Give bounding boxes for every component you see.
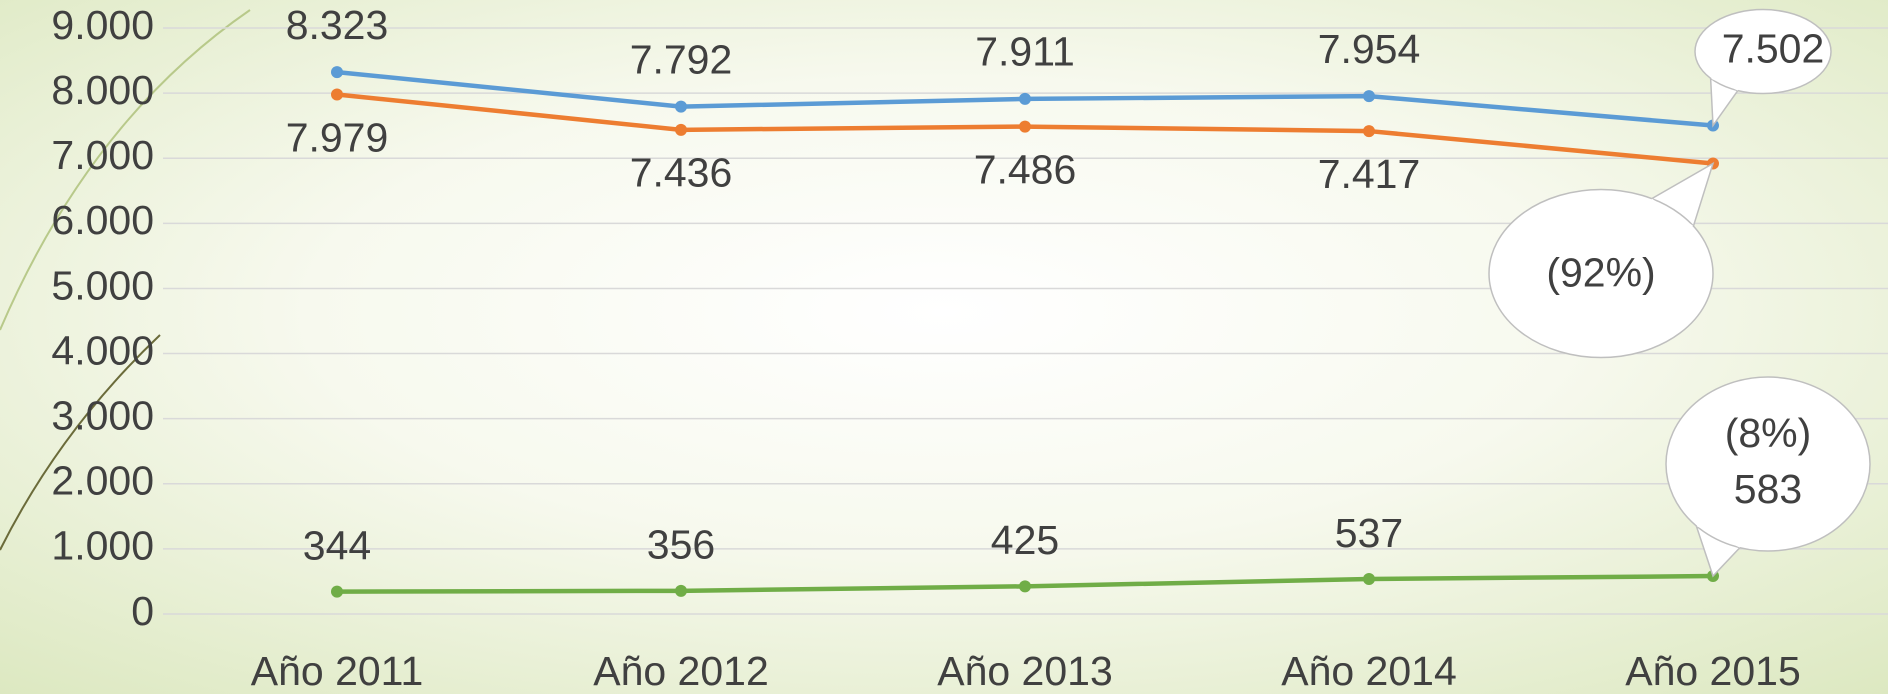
y-tick-label: 4.000 (51, 327, 154, 373)
data-label: 8.323 (286, 2, 389, 48)
grid: 0 1.000 2.000 3.000 4.000 5.000 6.000 7.000 8.00… (51, 2, 1888, 694)
point (1363, 90, 1375, 103)
data-label: 583 (1734, 466, 1802, 512)
point (675, 584, 687, 597)
data-label: 425 (991, 517, 1059, 563)
callout (1488, 188, 1714, 359)
callout (1665, 376, 1871, 552)
annotation: (92%) (1546, 249, 1655, 295)
y-tick-label: 1.000 (51, 523, 154, 569)
data-label: 7.417 (1318, 151, 1421, 197)
y-tick-label: 5.000 (51, 262, 154, 308)
data-label: 7.486 (974, 146, 1077, 192)
data-label: 356 (647, 522, 715, 568)
y-tick-label: 0 (131, 588, 154, 634)
data-label: 7.979 (286, 114, 389, 160)
decoration (0, 9, 251, 331)
point (1019, 580, 1031, 593)
data-label: 7.502 (1722, 25, 1825, 71)
y-tick-label: 8.000 (51, 67, 154, 113)
point (1363, 125, 1375, 138)
point (1019, 92, 1031, 105)
data-label: 344 (303, 522, 371, 568)
point (331, 88, 343, 101)
plot (331, 66, 1719, 598)
callout-join (1696, 522, 1742, 548)
annotation: (8%) (1725, 410, 1812, 456)
x-tick-label: Año 2013 (937, 648, 1113, 694)
decoration (0, 334, 161, 551)
callout-join (1649, 198, 1693, 229)
callout (1694, 8, 1832, 95)
point (331, 66, 343, 79)
point (675, 123, 687, 136)
x-tick-label: Año 2011 (251, 648, 424, 694)
y-tick-label: 2.000 (51, 458, 154, 504)
point (331, 585, 343, 598)
y-tick-label: 6.000 (51, 197, 154, 243)
data-label: 7.436 (630, 150, 733, 196)
x-tick-label: Año 2014 (1281, 648, 1457, 694)
point (1019, 120, 1031, 133)
point (1363, 573, 1375, 586)
y-tick-label: 3.000 (51, 392, 154, 438)
x-tick-label: Año 2015 (1625, 648, 1801, 694)
data-label: 537 (1335, 510, 1403, 556)
data-label: 7.954 (1318, 26, 1421, 72)
data-label: 7.792 (630, 36, 733, 82)
point (675, 100, 687, 113)
callout-join (1711, 75, 1740, 91)
data-label: 7.911 (975, 29, 1075, 75)
x-tick-label: Año 2012 (593, 648, 769, 694)
y-tick-label: 9.000 (51, 2, 154, 48)
y-tick-label: 7.000 (51, 132, 154, 178)
labels: 8.323 7.792 7.911 7.954 7.502 7.979 7.436 7.486… (286, 2, 1871, 578)
